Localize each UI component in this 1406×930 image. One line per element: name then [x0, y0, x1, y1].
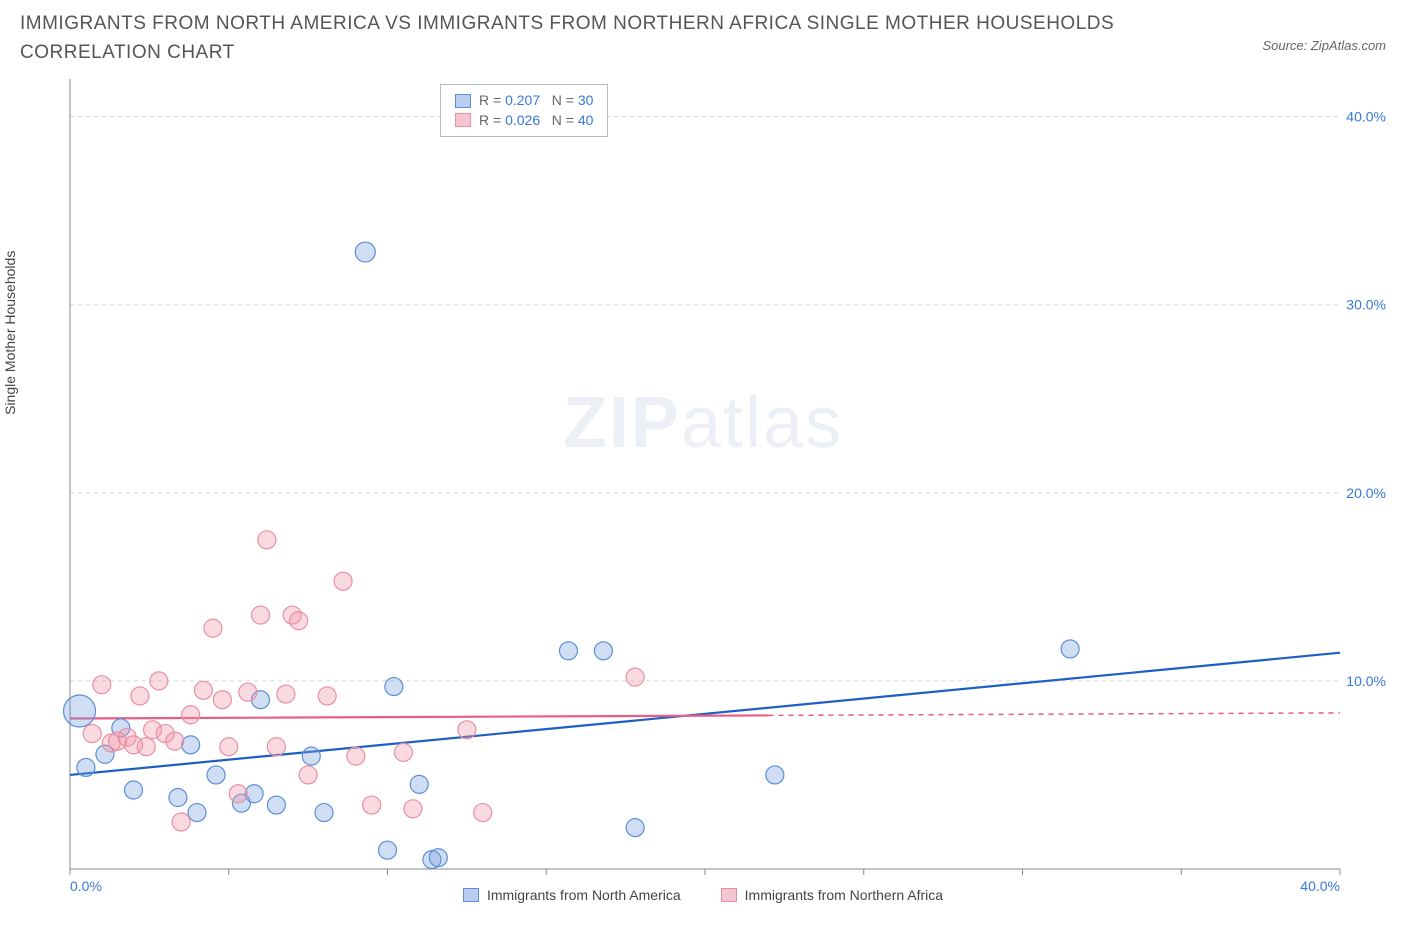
legend-swatch [455, 113, 471, 127]
svg-text:10.0%: 10.0% [1346, 673, 1386, 689]
svg-text:30.0%: 30.0% [1346, 297, 1386, 313]
svg-text:40.0%: 40.0% [1346, 109, 1386, 125]
legend-stat-text: R = 0.026 N = 40 [479, 111, 593, 131]
source-attribution: Source: ZipAtlas.com [1262, 38, 1386, 53]
legend-item: Immigrants from Northern Africa [721, 887, 943, 903]
legend-stats-box: R = 0.207 N = 30R = 0.026 N = 40 [440, 84, 608, 137]
chart-container: Single Mother Households 0.0%40.0%10.0%2… [20, 79, 1386, 899]
svg-text:20.0%: 20.0% [1346, 485, 1386, 501]
legend-item: Immigrants from North America [463, 887, 681, 903]
legend-swatch [455, 94, 471, 108]
y-axis-label: Single Mother Households [2, 251, 18, 415]
legend-label: Immigrants from Northern Africa [745, 887, 943, 903]
scatter-chart: 0.0%40.0%10.0%20.0%30.0%40.0% [20, 79, 1386, 899]
legend-label: Immigrants from North America [487, 887, 681, 903]
legend-stat-row: R = 0.207 N = 30 [455, 91, 593, 111]
chart-title: IMMIGRANTS FROM NORTH AMERICA VS IMMIGRA… [20, 10, 1160, 67]
legend-swatch [463, 888, 479, 902]
legend-bottom: Immigrants from North America Immigrants … [20, 887, 1386, 903]
legend-stat-text: R = 0.207 N = 30 [479, 91, 593, 111]
legend-stat-row: R = 0.026 N = 40 [455, 111, 593, 131]
legend-swatch [721, 888, 737, 902]
